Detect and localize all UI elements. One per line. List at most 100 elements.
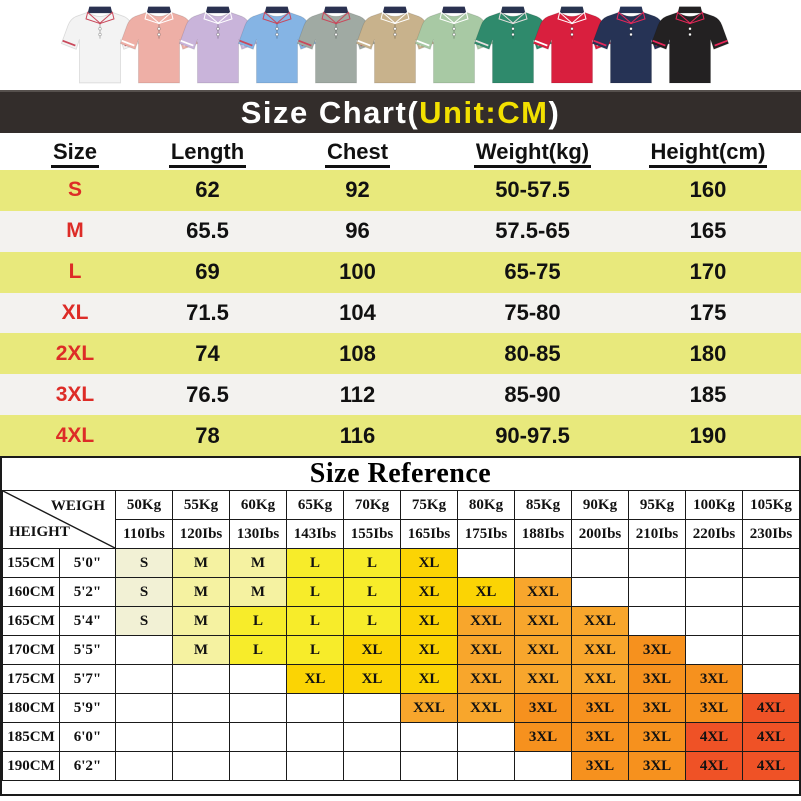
cell-length: 76.5 — [186, 381, 229, 407]
ref-weight-kg: 65Kg — [286, 490, 344, 520]
cell-length: 74 — [195, 340, 220, 366]
ref-weight-lbs: 120Ibs — [172, 519, 230, 549]
ref-row-160cm: 160CM 5'2" S M M L L XL XL XXL — [2, 577, 800, 607]
ref-height-ft: 5'9" — [59, 693, 116, 723]
ref-corner-cell: WEIGH HEIGHT — [2, 490, 116, 549]
ref-size-cell: XXL — [571, 606, 629, 636]
ref-header-lbs-row: 110Ibs 120Ibs 130Ibs 143Ibs 155Ibs 165Ibs 175I… — [3, 519, 800, 549]
title-prefix: Size Chart( — [240, 94, 420, 130]
polo-shirts-row — [0, 0, 801, 92]
ref-size-cell: M — [172, 606, 230, 636]
size-chart-header-row: Size Length Chest Weight(kg) Height(cm) — [0, 133, 801, 170]
ref-size-cell: 3XL — [514, 722, 572, 752]
ref-size-cell: XL — [286, 664, 344, 694]
ref-size-cell: 4XL — [685, 751, 743, 781]
polo-collar-stand — [677, 6, 703, 14]
cell-size: S — [67, 178, 82, 202]
ref-height-ft: 6'2" — [59, 751, 116, 781]
ref-empty-cell — [343, 722, 401, 752]
ref-empty-cell — [628, 577, 686, 607]
ref-empty-cell — [742, 577, 800, 607]
ref-size-cell: L — [343, 548, 401, 578]
polo-collar-stand — [382, 6, 408, 14]
ref-empty-cell — [742, 606, 800, 636]
ref-weight-kg: 90Kg — [571, 490, 629, 520]
ref-height-cm: 190CM — [2, 751, 60, 781]
ref-empty-cell — [115, 722, 173, 752]
ref-empty-cell — [742, 635, 800, 665]
ref-weight-lbs: 143Ibs — [286, 519, 344, 549]
cell-chest: 100 — [339, 259, 376, 285]
ref-empty-cell — [115, 635, 173, 665]
ref-size-cell: 4XL — [742, 722, 800, 752]
ref-weight-kg: 105Kg — [742, 490, 800, 520]
ref-size-cell: M — [172, 635, 230, 665]
ref-size-cell: L — [286, 635, 344, 665]
cell-height: 170 — [689, 259, 727, 285]
ref-size-cell: XXL — [571, 664, 629, 694]
cell-weight: 57.5-65 — [495, 218, 570, 244]
ref-weight-lbs: 175Ibs — [457, 519, 515, 549]
ref-empty-cell — [571, 548, 629, 578]
ref-size-cell: 3XL — [685, 693, 743, 723]
cell-length: 69 — [195, 259, 220, 285]
size-chart-title-bar: Size Chart( Unit:CM ) — [0, 90, 801, 133]
size-reference-table: WEIGH HEIGHT 50Kg 55Kg 60Kg 65Kg 70Kg 75Kg 80Kg 8… — [2, 490, 800, 781]
ref-empty-cell — [172, 693, 230, 723]
title-suffix: ) — [548, 94, 561, 130]
ref-size-cell: XL — [400, 577, 458, 607]
ref-empty-cell — [229, 693, 287, 723]
ref-empty-cell — [343, 693, 401, 723]
ref-weight-kg: 80Kg — [457, 490, 515, 520]
ref-size-cell: L — [343, 577, 401, 607]
ref-empty-cell — [229, 722, 287, 752]
ref-height-ft: 5'7" — [59, 664, 116, 694]
ref-weight-kg: 95Kg — [628, 490, 686, 520]
ref-size-cell: L — [286, 606, 344, 636]
polo-collar-stand — [146, 6, 172, 14]
ref-height-ft: 5'5" — [59, 635, 116, 665]
ref-empty-cell — [457, 751, 515, 781]
ref-height-cm: 160CM — [2, 577, 60, 607]
ref-size-cell: 3XL — [628, 693, 686, 723]
size-reference-section: Size Reference WEIGH HEIGHT 50Kg 55Kg 60Kg 65… — [0, 456, 801, 796]
ref-size-cell: 3XL — [514, 693, 572, 723]
ref-weight-kg: 85Kg — [514, 490, 572, 520]
polo-collar-stand — [264, 6, 290, 14]
ref-weight-kg: 75Kg — [400, 490, 458, 520]
ref-size-cell: L — [286, 577, 344, 607]
ref-row-190cm: 190CM 6'2" 3XL 3XL 4XL 4XL — [2, 751, 800, 781]
ref-row-155cm: 155CM 5'0" S M M L L XL — [2, 548, 800, 578]
cell-chest: 92 — [345, 177, 370, 203]
polo-shirt-blue — [229, 0, 325, 92]
ref-row-185cm: 185CM 6'0" 3XL 3XL 3XL 4XL 4XL — [2, 722, 800, 752]
ref-weight-kg: 50Kg — [115, 490, 173, 520]
ref-empty-cell — [742, 664, 800, 694]
ref-weight-kg: 100Kg — [685, 490, 743, 520]
ref-size-cell: 3XL — [628, 635, 686, 665]
ref-size-cell: 4XL — [742, 751, 800, 781]
ref-height-ft: 5'2" — [59, 577, 116, 607]
ref-size-cell: L — [229, 635, 287, 665]
ref-size-cell: S — [115, 548, 173, 578]
polo-shirt-navy — [583, 0, 679, 92]
polo-collar-stand — [500, 6, 526, 14]
cell-size: 4XL — [55, 423, 95, 447]
size-chart-row-4xl: 4XL 78 116 90-97.5 190 — [0, 415, 801, 456]
cell-length: 78 — [195, 422, 220, 448]
ref-height-cm: 175CM — [2, 664, 60, 694]
ref-size-cell: XXL — [571, 635, 629, 665]
title-unit: Unit:CM — [419, 94, 549, 130]
ref-empty-cell — [685, 548, 743, 578]
ref-size-cell: 3XL — [628, 751, 686, 781]
ref-empty-cell — [742, 548, 800, 578]
ref-size-cell: S — [115, 606, 173, 636]
ref-size-cell: L — [229, 606, 287, 636]
polo-shirt-sage — [288, 0, 384, 92]
ref-size-cell: XL — [400, 664, 458, 694]
ref-row-165cm: 165CM 5'4" S M L L L XL XXL XXL XXL — [2, 606, 800, 636]
ref-empty-cell — [685, 577, 743, 607]
ref-empty-cell — [685, 635, 743, 665]
ref-size-cell: M — [172, 548, 230, 578]
